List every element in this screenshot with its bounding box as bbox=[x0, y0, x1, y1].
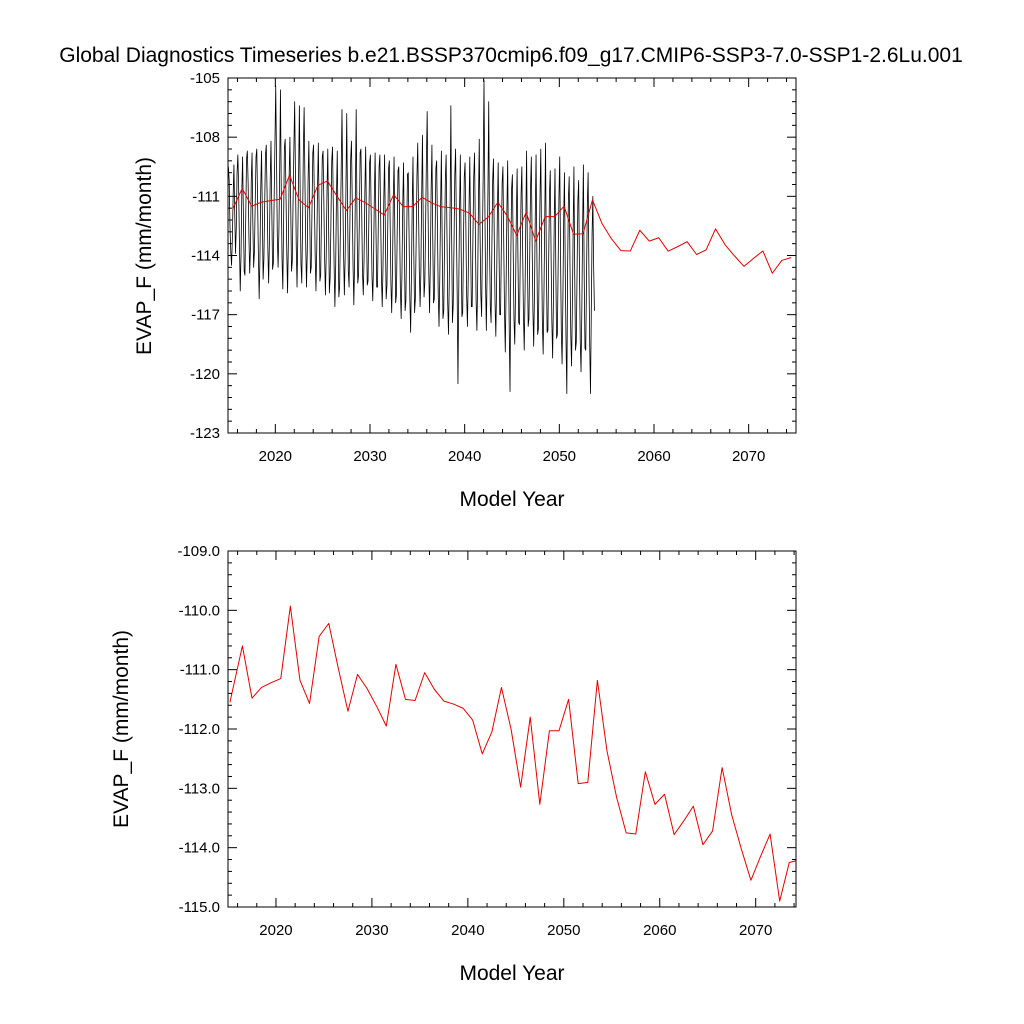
bottom-annual-series bbox=[229, 605, 797, 902]
bottom-x-axis-title: Model Year bbox=[459, 962, 564, 985]
top-y-axis-ticks: -123 -120 -117 -114 -111 -108 -105 bbox=[190, 70, 796, 442]
top-x-tick-label: 2060 bbox=[637, 448, 670, 465]
top-y-tick-label: -123 bbox=[190, 425, 220, 442]
bottom-panel: -115.0 -114.0 -113.0 -112.0 -111.0 -110.0 -109… bbox=[110, 543, 797, 985]
top-x-axis-title: Model Year bbox=[459, 488, 564, 511]
bottom-x-tick-label: 2020 bbox=[259, 922, 292, 939]
top-y-tick-label: -120 bbox=[190, 366, 220, 383]
top-y-tick-label: -114 bbox=[191, 248, 220, 265]
top-x-tick-label: 2070 bbox=[732, 448, 765, 465]
top-monthly-line bbox=[227, 79, 595, 394]
top-annual-series bbox=[232, 174, 792, 274]
bottom-y-axis-title: EVAP_F (mm/month) bbox=[110, 630, 133, 828]
top-x-tick-label: 2050 bbox=[543, 448, 576, 465]
bottom-y-tick-label: -109.0 bbox=[177, 543, 220, 560]
top-annual-line bbox=[232, 174, 792, 274]
top-y-tick-label: -105 bbox=[190, 70, 220, 87]
top-x-tick-label: 2040 bbox=[448, 448, 481, 465]
bottom-y-axis-ticks: -115.0 -114.0 -113.0 -112.0 -111.0 -110.0 -109… bbox=[177, 543, 796, 916]
top-x-axis-ticks: 2020 2030 2040 2050 2060 2070 bbox=[236, 78, 788, 465]
top-x-tick-label: 2030 bbox=[353, 448, 386, 465]
bottom-y-tick-label: -111.0 bbox=[180, 662, 220, 679]
bottom-x-tick-label: 2070 bbox=[739, 922, 772, 939]
top-y-tick-label: -117 bbox=[191, 307, 220, 324]
figure-title: Global Diagnostics Timeseries b.e21.BSSP… bbox=[59, 44, 963, 67]
top-panel: -123 -120 -117 -114 -111 -108 -105 2020 2030 204… bbox=[133, 70, 797, 511]
top-plot-frame bbox=[227, 77, 797, 434]
bottom-x-axis-ticks: 2020 2030 2040 2050 2060 2070 bbox=[237, 551, 795, 939]
top-y-tick-label: -111 bbox=[192, 188, 220, 205]
top-x-tick-label: 2020 bbox=[259, 448, 292, 465]
bottom-y-tick-label: -110.0 bbox=[179, 602, 220, 619]
bottom-x-tick-label: 2030 bbox=[355, 922, 388, 939]
bottom-y-tick-label: -113.0 bbox=[179, 780, 220, 797]
bottom-x-tick-label: 2050 bbox=[547, 922, 580, 939]
bottom-y-tick-label: -112.0 bbox=[179, 721, 220, 738]
top-y-axis-title: EVAP_F (mm/month) bbox=[133, 157, 156, 355]
bottom-annual-line bbox=[229, 605, 797, 902]
top-monthly-series bbox=[227, 79, 595, 394]
bottom-y-tick-label: -115.0 bbox=[179, 899, 220, 916]
top-y-tick-label: -108 bbox=[190, 129, 220, 146]
bottom-plot-frame bbox=[227, 550, 797, 908]
bottom-y-tick-label: -114.0 bbox=[179, 840, 220, 857]
bottom-x-tick-label: 2060 bbox=[643, 922, 676, 939]
bottom-x-tick-label: 2040 bbox=[451, 922, 484, 939]
